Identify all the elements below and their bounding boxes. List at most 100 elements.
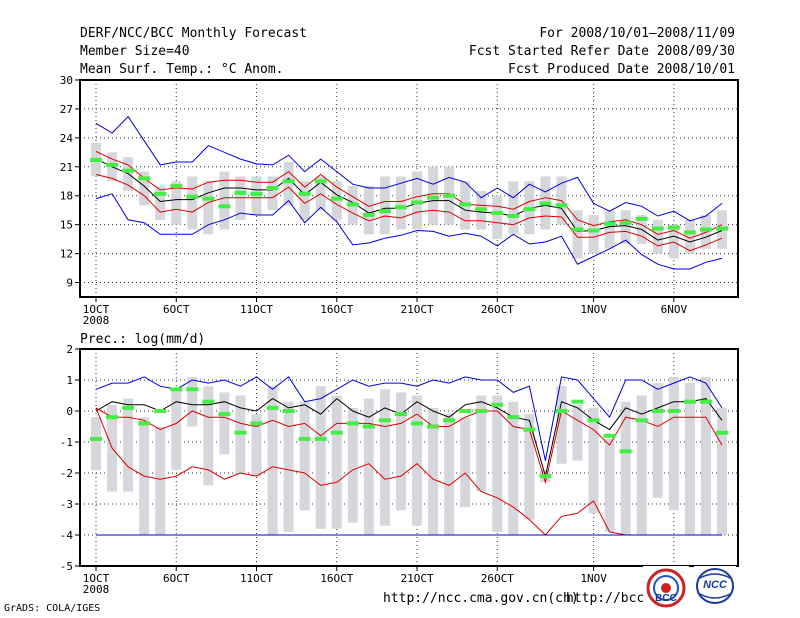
observed-marker (619, 449, 632, 454)
ensemble-box (347, 407, 358, 523)
observed-marker (362, 213, 375, 218)
ensemble-box (219, 171, 230, 230)
observed-marker (298, 191, 311, 196)
observed-marker (170, 387, 183, 392)
series-line-lower (95, 407, 722, 536)
observed-marker (138, 421, 151, 426)
observed-marker (539, 474, 552, 479)
x-tick-label: 1NOV (580, 303, 607, 316)
observed-marker (491, 402, 504, 407)
ensemble-box (171, 181, 182, 225)
observed-marker (507, 213, 520, 218)
observed-marker (122, 168, 135, 173)
observed-marker (587, 228, 600, 233)
observed-marker (699, 227, 712, 232)
ensemble-box (171, 389, 182, 470)
ensemble-box (620, 210, 631, 244)
x-tick-label: 26OCT (481, 572, 514, 585)
ensemble-box (283, 401, 294, 532)
y-tick-label: 0 (66, 405, 73, 418)
y-tick-label: -5 (60, 560, 73, 573)
series-line-upper (95, 150, 723, 239)
series-line-max (95, 376, 723, 461)
observed-marker (106, 415, 119, 420)
ensemble-box (636, 395, 647, 535)
observed-marker (122, 405, 135, 410)
ensemble-box (508, 181, 519, 235)
observed-marker (555, 409, 568, 413)
ensemble-box (299, 181, 310, 220)
observed-marker (250, 191, 263, 196)
observed-marker (667, 409, 680, 413)
y-tick-label: 21 (60, 161, 73, 174)
observed-marker (106, 162, 119, 167)
series-line-mean (95, 397, 723, 477)
observed-marker (186, 194, 199, 199)
observed-marker (635, 216, 648, 221)
x-year-label: 2008 (83, 583, 110, 596)
y-tick-label: -3 (60, 498, 73, 511)
observed-marker (619, 220, 632, 225)
observed-marker (459, 409, 472, 413)
observed-marker (716, 226, 728, 231)
ensemble-box (652, 219, 663, 254)
ensemble-box (155, 186, 166, 220)
x-tick-label: 21OCT (400, 303, 433, 316)
x-tick-label: 6NOV (661, 303, 688, 316)
ensemble-box (572, 404, 583, 461)
observed-marker (266, 186, 279, 191)
y-tick-label: 27 (60, 103, 73, 116)
ensemble-box (588, 407, 599, 514)
observed-marker (90, 158, 102, 163)
ensemble-box (331, 395, 342, 529)
ensemble-box (299, 401, 310, 511)
series-line-mean (95, 158, 723, 243)
bcc-url: http://bcc. (566, 591, 653, 606)
observed-marker (282, 409, 295, 413)
observed-marker (475, 409, 488, 413)
series-line-lower (95, 174, 723, 252)
ensemble-box (604, 210, 615, 249)
observed-marker (603, 221, 616, 226)
observed-marker (651, 409, 664, 413)
ensemble-box (508, 401, 519, 535)
y-tick-label: 12 (60, 248, 73, 261)
x-tick-label: 11OCT (240, 572, 273, 585)
ensemble-box (604, 438, 615, 532)
observed-marker (186, 387, 199, 392)
observed-marker (394, 412, 407, 417)
observed-marker (330, 430, 343, 435)
x-tick-label: 21OCT (400, 572, 433, 585)
ensemble-box (684, 219, 695, 254)
y-tick-label: -2 (60, 467, 73, 480)
ensemble-box (379, 389, 390, 526)
observed-marker (635, 418, 648, 423)
y-tick-label: -4 (60, 529, 74, 542)
observed-marker (699, 399, 712, 404)
ensemble-box (428, 407, 439, 535)
observed-marker (330, 196, 343, 201)
ensemble-box (444, 414, 455, 535)
ensemble-box (363, 186, 374, 235)
observed-marker (523, 207, 536, 212)
observed-marker (683, 230, 696, 235)
observed-marker (667, 225, 680, 230)
ensemble-box (363, 398, 374, 535)
x-tick-label: 16OCT (320, 572, 353, 585)
observed-marker (507, 415, 520, 420)
ensemble-box (412, 395, 423, 526)
series-line-upper (95, 407, 723, 485)
plot-frame (79, 348, 739, 567)
ensemble-box (267, 386, 278, 535)
ncc-logo: NCC (694, 566, 736, 606)
observed-marker (475, 207, 488, 212)
ensemble-box (315, 386, 326, 529)
observed-marker (154, 191, 167, 196)
observed-marker (411, 421, 424, 426)
ensemble-box (267, 176, 278, 211)
x-tick-label: 11OCT (240, 303, 273, 316)
observed-marker (378, 209, 391, 214)
observed-marker (427, 195, 440, 200)
ensemble-box (203, 181, 214, 235)
ensemble-box (395, 392, 406, 511)
